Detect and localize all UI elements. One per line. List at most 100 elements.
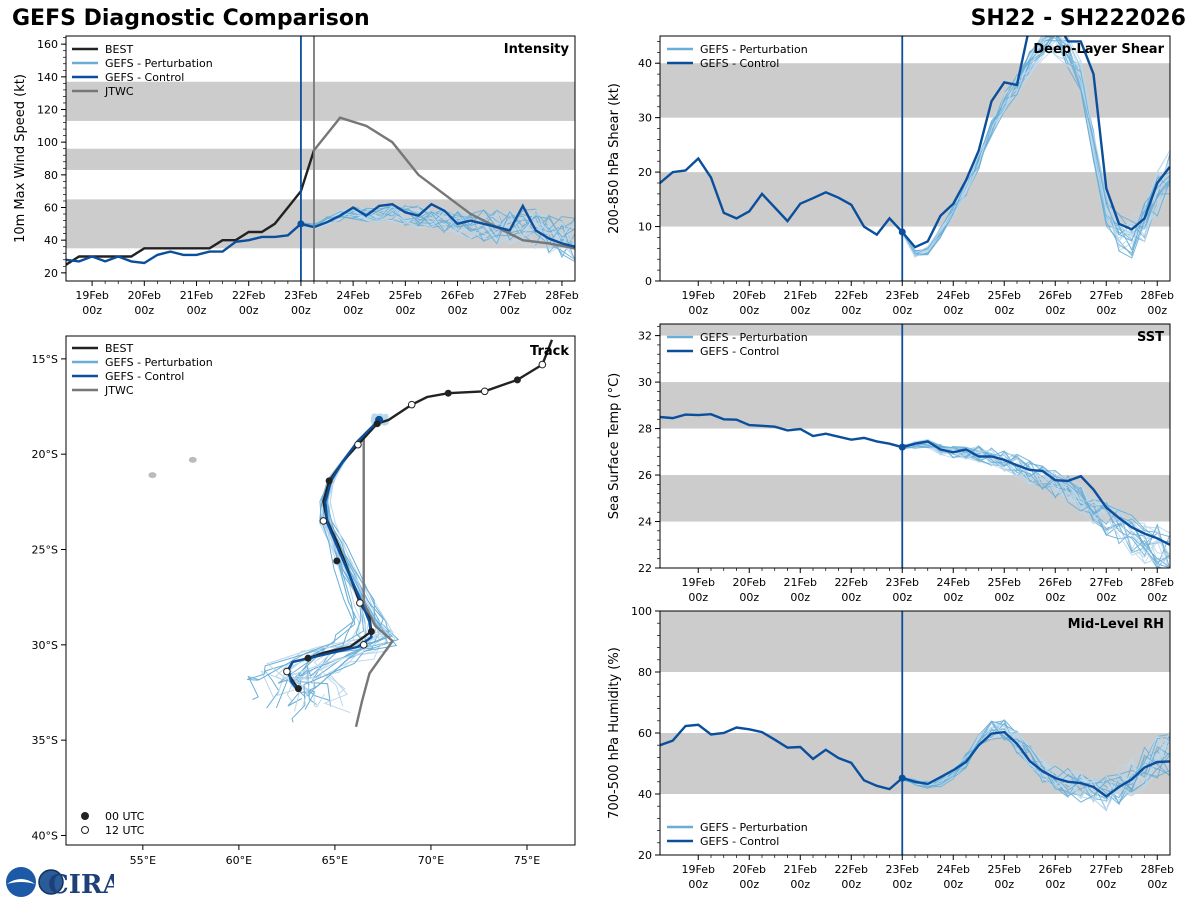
y-tick-label: 100 — [631, 605, 652, 618]
legend-label-control: GEFS - Control — [105, 370, 184, 383]
best-00utc-marker — [325, 477, 333, 485]
x-tick-label: 23Feb — [886, 289, 919, 302]
best-00utc-marker — [294, 685, 302, 693]
jtwc-forecast-line — [313, 116, 575, 250]
x-tick-sublabel: 00z — [790, 304, 810, 317]
x-tick-label: 26Feb — [1039, 289, 1072, 302]
figure-title-right: SH22 - SH222026 — [970, 6, 1186, 31]
panel-track: 55°E 60°E 65°E 70°E 75°E 15°S 20°S 25°S 30°S 35°S… — [32, 335, 576, 867]
y-tick-label: 20 — [638, 849, 652, 862]
x-tick-label: 70°E — [418, 854, 444, 867]
x-tick-sublabel: 00z — [841, 591, 861, 604]
perturbation-member-line — [902, 441, 1170, 545]
island-1 — [188, 456, 197, 463]
legend-label-best: BEST — [105, 342, 133, 355]
x-tick-label: 28Feb — [1141, 576, 1174, 589]
x-tick-sublabel: 00z — [688, 304, 708, 317]
x-tick-sublabel: 00z — [1045, 591, 1065, 604]
best-12utc-marker — [480, 387, 489, 396]
x-tick-label: 19Feb — [682, 289, 715, 302]
y-tick-label: 80 — [638, 666, 652, 679]
y-tick-label: 10 — [638, 221, 652, 234]
best-00utc-marker — [304, 654, 312, 662]
shaded-band-2 — [66, 81, 575, 121]
x-tick-label: 22Feb — [232, 289, 265, 302]
x-tick-label: 60°E — [226, 854, 252, 867]
x-tick-sublabel: 00z — [1147, 878, 1167, 891]
best-12utc-marker — [283, 667, 291, 676]
y-axis-label: Sea Surface Temp (°C) — [607, 373, 622, 520]
init-control-marker — [898, 443, 906, 451]
x-tick-label: 21Feb — [784, 863, 817, 876]
panel-title: Mid-Level RH — [1068, 617, 1164, 632]
best-00utc-marker — [444, 389, 452, 397]
y-tick-label: 100 — [37, 136, 58, 149]
best-12utc-marker — [319, 517, 328, 525]
legend-label-perturbation: GEFS - Perturbation — [700, 43, 808, 56]
x-tick-sublabel: 00z — [688, 878, 708, 891]
x-tick-label: 65°E — [322, 854, 348, 867]
perturbation-member-line — [902, 438, 1170, 567]
x-tick-label: 19Feb — [682, 576, 715, 589]
y-tick-label: 28 — [638, 423, 652, 436]
y-tick-label: 15°S — [32, 353, 58, 366]
legend-label-control: GEFS - Control — [105, 71, 184, 84]
axes-frame — [65, 335, 576, 846]
y-tick-label: 160 — [37, 38, 58, 51]
y-tick-label: 40 — [638, 57, 652, 70]
plot-area-rh — [660, 611, 1170, 812]
panel-title: SST — [1137, 330, 1164, 345]
x-tick-sublabel: 00z — [82, 304, 102, 317]
plot-area-track — [148, 339, 554, 728]
x-tick-sublabel: 00z — [688, 591, 708, 604]
x-tick-sublabel: 00z — [994, 304, 1014, 317]
best-12utc-marker — [356, 599, 364, 607]
x-tick-label: 22Feb — [835, 863, 868, 876]
x-tick-sublabel: 00z — [1096, 591, 1116, 604]
control-forecast-line — [660, 723, 1170, 798]
legend-label-control: GEFS - Control — [700, 345, 779, 358]
best-00utc-marker — [373, 420, 381, 428]
x-tick-sublabel: 00z — [943, 591, 963, 604]
legend-label-utc00: 00 UTC — [105, 810, 145, 823]
x-tick-sublabel: 00z — [448, 304, 468, 317]
shaded-band-1 — [660, 382, 1170, 429]
control-forecast-line — [660, 412, 1170, 546]
x-tick-label: 25Feb — [988, 576, 1021, 589]
x-tick-sublabel: 00z — [134, 304, 154, 317]
control-forecast-line — [66, 202, 575, 265]
x-tick-sublabel: 00z — [892, 304, 912, 317]
y-tick-label: 80 — [44, 169, 58, 182]
x-tick-label: 27Feb — [1090, 289, 1123, 302]
panel-shear: 0 10 20 30 40 19Feb 00z 20Feb 00z 21Feb 00z 22Feb 00… — [607, 35, 1174, 317]
x-tick-label: 25Feb — [389, 289, 422, 302]
perturbation-member-line — [300, 208, 575, 263]
perturbation-member-line — [300, 206, 575, 263]
x-tick-label: 55°E — [130, 854, 156, 867]
panel-rh: 20 40 60 80 100 19Feb 00z 20Feb 00z 21Feb 00z 22Feb… — [607, 605, 1174, 891]
x-tick-sublabel: 00z — [739, 304, 759, 317]
perturbation-member-line — [901, 36, 1170, 256]
x-tick-sublabel: 00z — [841, 304, 861, 317]
noaa-bird-icon — [7, 879, 35, 884]
panel-sst: 22 24 26 28 30 32 19Feb 00z 20Feb 00z 21Feb 00z 22Fe… — [607, 323, 1174, 604]
best-00utc-marker — [333, 557, 341, 565]
legend-label-jtwc: JTWC — [104, 384, 134, 397]
plot-area-sst — [660, 324, 1170, 568]
legend-label-utc12: 12 UTC — [105, 824, 145, 837]
x-tick-sublabel: 00z — [739, 878, 759, 891]
panel-intensity: 20 40 60 80 100 120 140 160 19Feb 00z 20Feb 00z 21Fe… — [13, 35, 579, 317]
figure-title-left: GEFS Diagnostic Comparison — [12, 6, 370, 31]
shaded-band-1 — [660, 611, 1170, 672]
y-tick-label: 60 — [44, 202, 58, 215]
x-tick-sublabel: 00z — [739, 591, 759, 604]
legend-label-perturbation: GEFS - Perturbation — [700, 331, 808, 344]
init-control-marker — [898, 774, 906, 782]
x-tick-label: 25Feb — [988, 863, 1021, 876]
x-tick-label: 24Feb — [336, 289, 369, 302]
x-tick-sublabel: 00z — [1045, 304, 1065, 317]
y-tick-label: 140 — [37, 71, 58, 84]
x-tick-label: 25Feb — [988, 289, 1021, 302]
x-tick-sublabel: 00z — [1147, 304, 1167, 317]
x-tick-sublabel: 00z — [552, 304, 572, 317]
